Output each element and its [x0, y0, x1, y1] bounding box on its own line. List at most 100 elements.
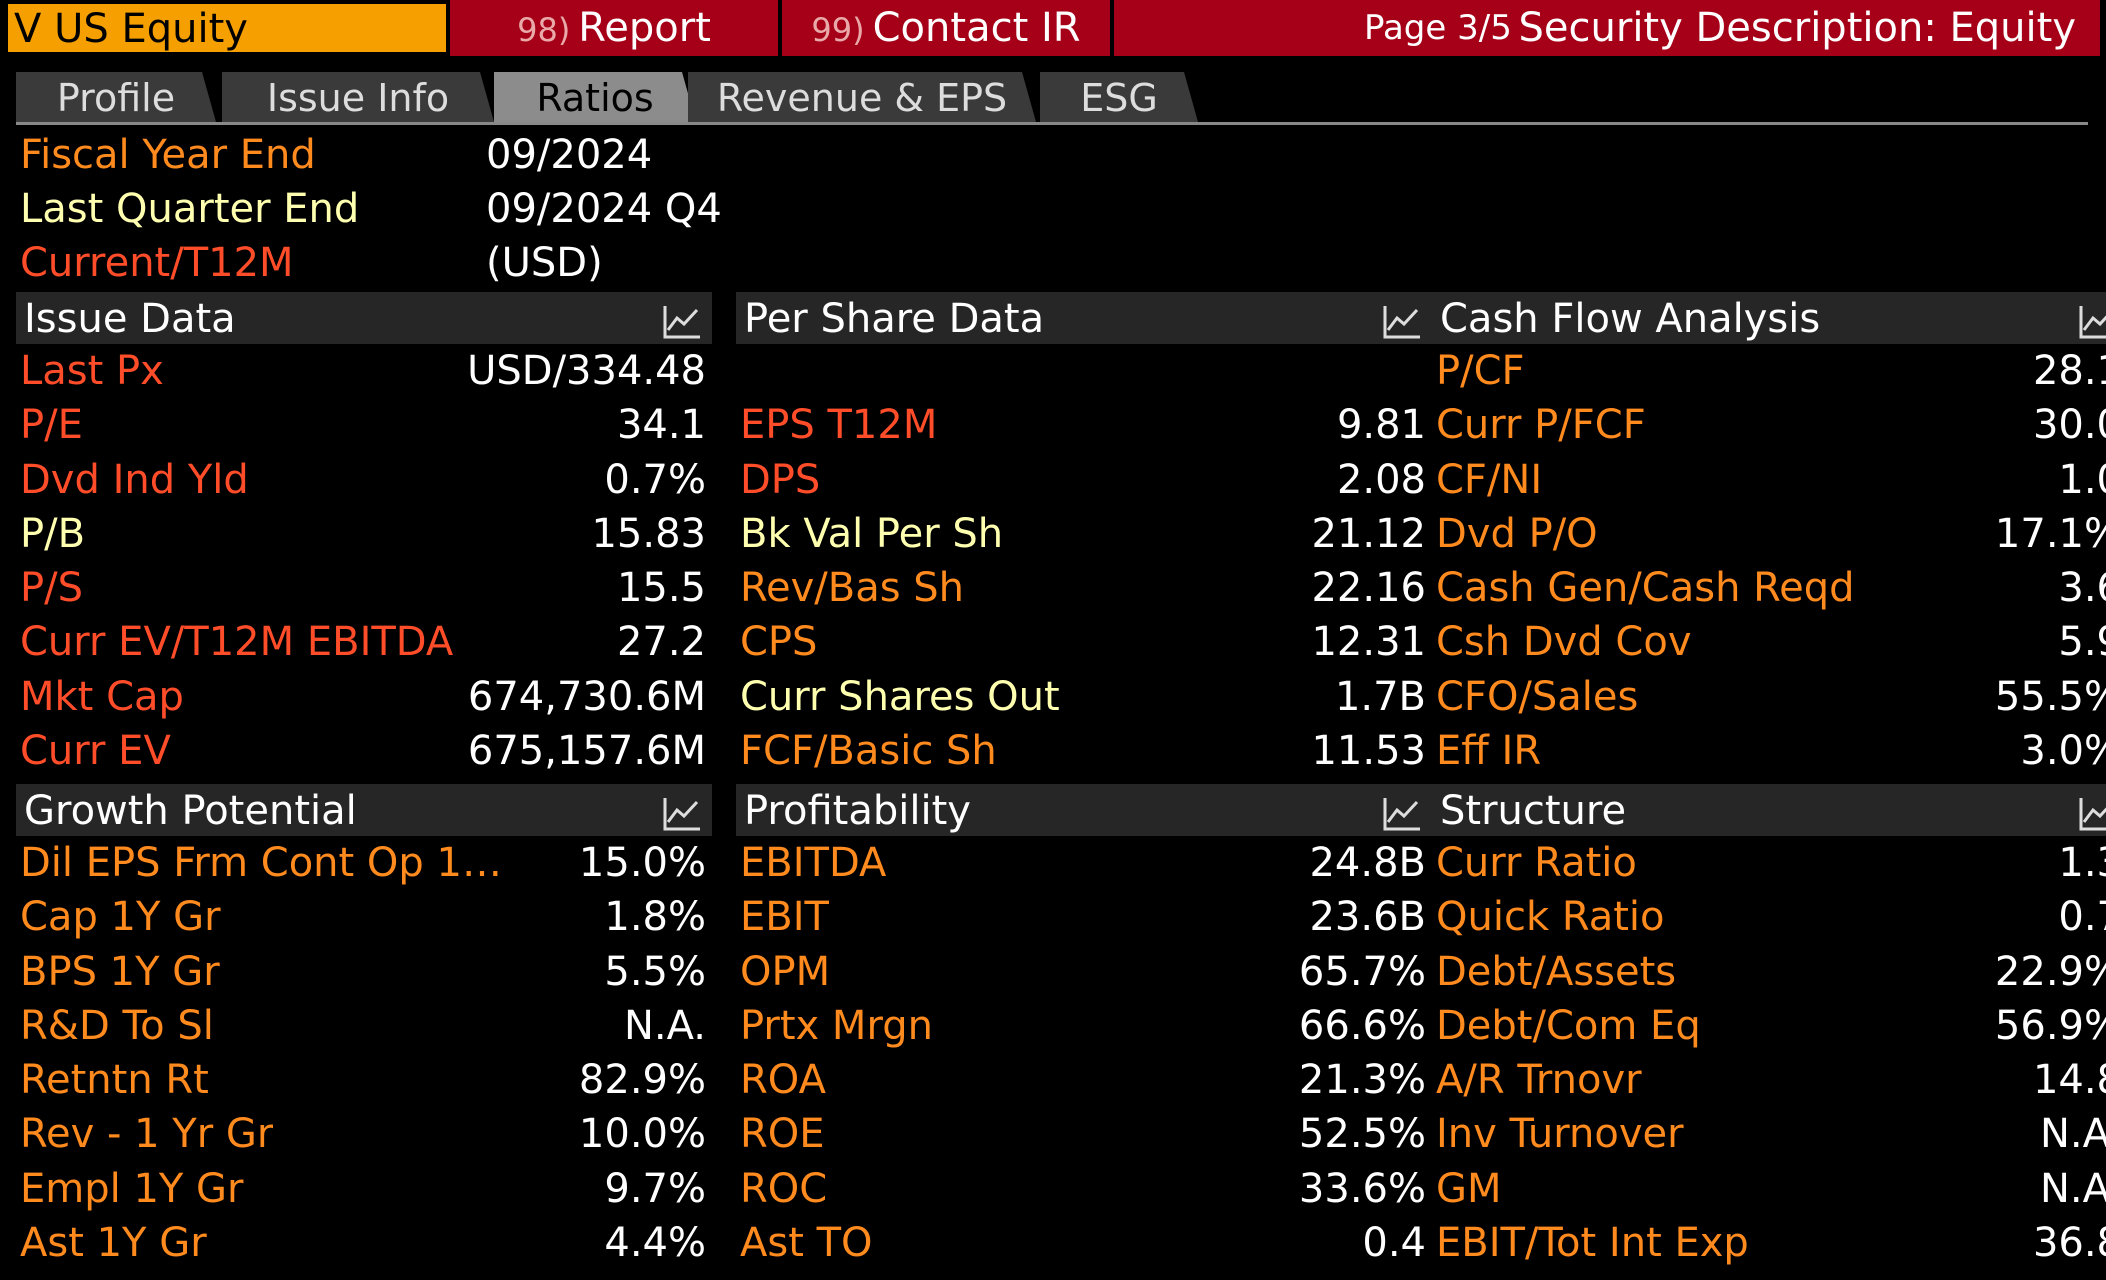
table-row[interactable]: Eff IR 3.0% [1432, 724, 2106, 778]
metric-label[interactable]: CF/NI [1436, 456, 1543, 503]
ticker-field[interactable]: V US Equity [8, 4, 446, 52]
metric-label[interactable]: EBIT/Tot Int Exp [1436, 1220, 1749, 1267]
metric-label[interactable]: Rev/Bas Sh [740, 565, 965, 612]
table-row[interactable]: ROE 52.5% [736, 1107, 1432, 1161]
metric-label[interactable]: Curr P/FCF [1436, 402, 1646, 449]
metric-label[interactable]: EBITDA [740, 840, 887, 886]
tab-ratios[interactable]: Ratios [494, 72, 696, 122]
metric-label[interactable]: Mkt Cap [20, 673, 184, 720]
table-row[interactable]: A/R Trnovr 14.8 [1432, 1053, 2106, 1107]
metric-label[interactable]: P/B [20, 510, 86, 557]
metric-label[interactable]: Empl 1Y Gr [20, 1165, 244, 1212]
metric-label[interactable]: Curr Shares Out [740, 673, 1060, 720]
table-row[interactable]: Retntn Rt 82.9% [16, 1053, 712, 1107]
metric-label[interactable]: Debt/Com Eq [1436, 1002, 1701, 1049]
metric-label[interactable]: Cap 1Y Gr [20, 894, 221, 941]
table-row[interactable]: CPS 12.31 [736, 615, 1432, 669]
table-row[interactable]: P/CF 28.1 [1432, 344, 2106, 398]
table-row[interactable]: Inv Turnover N.A. [1432, 1107, 2106, 1161]
line-chart-icon[interactable] [1382, 792, 1422, 831]
line-chart-icon[interactable] [662, 792, 702, 831]
table-row[interactable]: Curr P/FCF 30.0 [1432, 398, 2106, 452]
table-row[interactable]: BPS 1Y Gr 5.5% [16, 945, 712, 999]
table-row[interactable]: Dvd P/O 17.1% [1432, 507, 2106, 561]
table-row[interactable]: DPS 2.08 [736, 453, 1432, 507]
table-row[interactable]: OPM 65.7% [736, 945, 1432, 999]
metric-label[interactable]: Dil EPS Frm Cont Op 1… [20, 840, 502, 886]
table-row[interactable]: EPS T12M 9.81 [736, 398, 1432, 452]
table-row[interactable]: Mkt Cap 674,730.6M [16, 670, 712, 724]
metric-label[interactable]: Bk Val Per Sh [740, 510, 1004, 557]
table-row[interactable]: Last Px USD/334.48 [16, 344, 712, 398]
table-row[interactable]: GM N.A. [1432, 1162, 2106, 1216]
metric-label[interactable]: Inv Turnover [1436, 1111, 1684, 1158]
table-row[interactable]: R&D To Sl N.A. [16, 999, 712, 1053]
table-row[interactable]: Cap 1Y Gr 1.8% [16, 890, 712, 944]
metric-label[interactable]: Ast 1Y Gr [20, 1220, 207, 1267]
table-row[interactable]: P/B 15.83 [16, 507, 712, 561]
metric-label[interactable]: EBIT [740, 894, 829, 941]
table-row[interactable]: Dil EPS Frm Cont Op 1… 15.0% [16, 836, 712, 890]
tab-revenue-eps[interactable]: Revenue & EPS [688, 72, 1036, 122]
table-row[interactable]: Csh Dvd Cov 5.9 [1432, 615, 2106, 669]
metric-label[interactable]: Prtx Mrgn [740, 1002, 933, 1049]
tab-esg[interactable]: ESG [1040, 72, 1198, 122]
table-row[interactable]: EBITDA 24.8B [736, 836, 1432, 890]
metric-label[interactable]: CPS [740, 619, 818, 666]
table-row[interactable]: ROA 21.3% [736, 1053, 1432, 1107]
table-row[interactable]: ROC 33.6% [736, 1162, 1432, 1216]
metric-label[interactable]: BPS 1Y Gr [20, 948, 220, 995]
metric-label[interactable]: P/E [20, 402, 83, 449]
metric-label[interactable]: GM [1436, 1165, 1502, 1212]
table-row[interactable]: FCF/Basic Sh 11.53 [736, 724, 1432, 778]
table-row[interactable]: Debt/Com Eq 56.9% [1432, 999, 2106, 1053]
report-button[interactable]: 98) Report [450, 0, 778, 56]
metric-label[interactable]: OPM [740, 948, 831, 995]
table-row[interactable]: Rev - 1 Yr Gr 10.0% [16, 1107, 712, 1161]
table-row[interactable]: Ast 1Y Gr 4.4% [16, 1216, 712, 1270]
table-row[interactable]: EBIT/Tot Int Exp 36.8 [1432, 1216, 2106, 1270]
metric-label[interactable]: ROA [740, 1057, 826, 1104]
metric-label[interactable]: Cash Gen/Cash Reqd [1436, 565, 1855, 612]
table-row[interactable]: Prtx Mrgn 66.6% [736, 999, 1432, 1053]
metric-label[interactable]: Dvd Ind Yld [20, 456, 249, 503]
contact-ir-button[interactable]: 99) Contact IR [782, 0, 1110, 56]
line-chart-icon[interactable] [1382, 300, 1422, 339]
table-row[interactable]: P/S 15.5 [16, 561, 712, 615]
metric-label[interactable]: Curr EV/T12M EBITDA [20, 619, 454, 666]
line-chart-icon[interactable] [2078, 300, 2106, 339]
metric-label[interactable]: Curr EV [20, 728, 171, 775]
metric-label[interactable]: Quick Ratio [1436, 894, 1665, 941]
table-row[interactable]: Curr EV/T12M EBITDA 27.2 [16, 615, 712, 669]
metric-label[interactable]: Csh Dvd Cov [1436, 619, 1692, 666]
table-row[interactable]: Curr Ratio 1.3 [1432, 836, 2106, 890]
metric-label[interactable]: CFO/Sales [1436, 673, 1639, 720]
metric-label[interactable]: Rev - 1 Yr Gr [20, 1111, 274, 1158]
tab-issue-info[interactable]: Issue Info [222, 72, 494, 122]
metric-label[interactable]: FCF/Basic Sh [740, 728, 997, 775]
metric-label[interactable]: A/R Trnovr [1436, 1057, 1642, 1104]
metric-label[interactable]: ROC [740, 1165, 828, 1212]
table-row[interactable]: P/E 34.1 [16, 398, 712, 452]
metric-label[interactable]: ROE [740, 1111, 825, 1158]
metric-label[interactable]: P/CF [1436, 348, 1525, 394]
table-row[interactable]: Dvd Ind Yld 0.7% [16, 453, 712, 507]
line-chart-icon[interactable] [2078, 792, 2106, 831]
table-row[interactable]: Curr Shares Out 1.7B [736, 670, 1432, 724]
table-row[interactable] [736, 344, 1432, 398]
metric-label[interactable]: Debt/Assets [1436, 948, 1677, 995]
table-row[interactable]: Bk Val Per Sh 21.12 [736, 507, 1432, 561]
table-row[interactable]: CF/NI 1.0 [1432, 453, 2106, 507]
table-row[interactable]: Curr EV 675,157.6M [16, 724, 712, 778]
table-row[interactable]: Cash Gen/Cash Reqd 3.6 [1432, 561, 2106, 615]
metric-label[interactable]: R&D To Sl [20, 1002, 214, 1049]
metric-label[interactable]: Curr Ratio [1436, 840, 1637, 886]
table-row[interactable]: Debt/Assets 22.9% [1432, 945, 2106, 999]
table-row[interactable]: CFO/Sales 55.5% [1432, 670, 2106, 724]
metric-label[interactable]: P/S [20, 565, 83, 612]
table-row[interactable]: Ast TO 0.4 [736, 1216, 1432, 1270]
current-t12m-label[interactable]: Current/T12M [20, 240, 294, 286]
metric-label[interactable]: Ast TO [740, 1220, 873, 1267]
table-row[interactable]: Quick Ratio 0.7 [1432, 890, 2106, 944]
metric-label[interactable]: DPS [740, 456, 821, 503]
